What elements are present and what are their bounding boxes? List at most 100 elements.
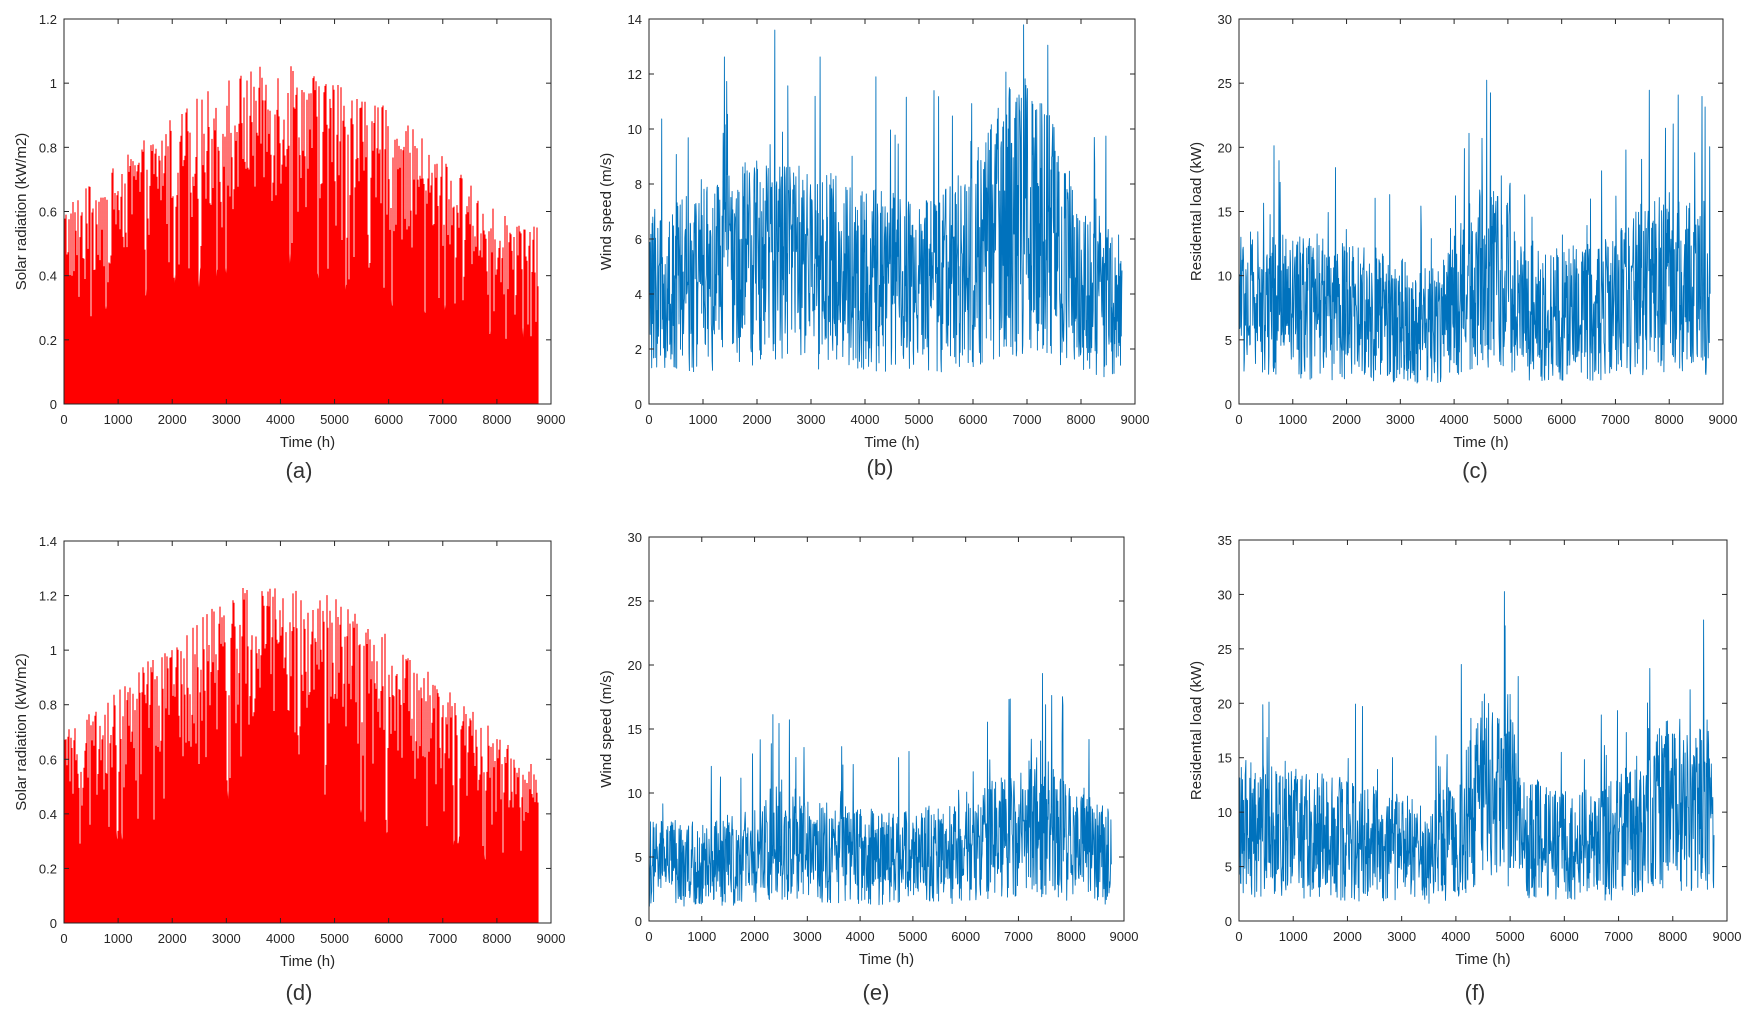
x-tick-label-e: 6000 [951,929,980,944]
y-tick-label-c: 20 [1218,140,1232,155]
y-axis-label-e: Wind speed (m/s) [598,670,615,788]
y-tick-label-f: 0 [1225,914,1232,929]
x-axis-label-d: Time (h) [280,953,335,970]
x-tick-label-f: 3000 [1387,929,1416,944]
x-tick-label-e: 8000 [1057,929,1086,944]
x-tick-label-b: 1000 [689,412,718,427]
y-axis-label-d: Solar radiation (kW/m2) [13,653,30,811]
x-tick-label-d: 6000 [374,931,403,946]
y-tick-label-d: 0 [50,916,57,931]
x-tick-label-a: 2000 [158,412,187,427]
axes-box-f [1238,539,1728,922]
x-tick-label-e: 0 [645,929,652,944]
y-axis-label-c: Residental load (kW) [1188,142,1205,281]
x-tick-label-d: 1000 [104,931,133,946]
x-tick-label-c: 5000 [1493,412,1522,427]
x-tick-label-e: 3000 [793,929,822,944]
y-tick-label-a: 0.6 [39,205,57,220]
x-tick-label-d: 7000 [428,931,457,946]
x-tick-label-c: 6000 [1547,412,1576,427]
y-tick-label-b: 6 [635,232,642,247]
series-line-f [1239,591,1715,904]
y-tick-label-a: 0 [50,397,57,412]
y-axis-label-f: Residental load (kW) [1188,661,1205,800]
y-tick-label-a: 0.4 [39,269,57,284]
x-tick-label-d: 4000 [266,931,295,946]
chart-a: 0 1000 2000 3000 4000 5000 6000 7000 8000 9000 0 0.… [13,12,565,451]
x-tick-label-d: 9000 [537,931,566,946]
caption-d: (d) [285,980,313,1005]
axes-box-b [648,18,1136,405]
x-tick-label-f: 0 [1235,929,1242,944]
y-tick-label-d: 0.4 [39,807,57,822]
y-tick-label-c: 30 [1218,12,1232,27]
x-tick-label-a: 1000 [104,412,133,427]
y-tick-label-f: 10 [1218,805,1232,820]
x-tick-label-b: 0 [645,412,652,427]
y-tick-label-f: 35 [1218,533,1232,548]
caption-c: (c) [1462,458,1488,483]
y-tick-label-f: 5 [1225,860,1232,875]
x-tick-label-c: 9000 [1709,412,1738,427]
y-tick-label-b: 8 [635,177,642,192]
y-axis-label-a: Solar radiation (kW/m2) [13,133,30,291]
x-tick-label-b: 8000 [1067,412,1096,427]
caption-a: (a) [285,458,313,483]
series-fill-a [64,250,539,404]
x-tick-label-f: 5000 [1496,929,1525,944]
y-tick-label-f: 20 [1218,696,1232,711]
chart-b: 0 1000 2000 3000 4000 5000 6000 7000 8000 9000 0 2 4… [598,12,1149,451]
y-tick-label-c: 0 [1225,397,1232,412]
x-tick-label-f: 1000 [1279,929,1308,944]
x-tick-label-c: 8000 [1655,412,1684,427]
x-tick-label-d: 3000 [212,931,241,946]
y-tick-label-f: 15 [1218,751,1232,766]
series-line-b [649,24,1123,378]
x-tick-label-c: 3000 [1386,412,1415,427]
x-tick-label-b: 6000 [959,412,988,427]
chart-f: 0 1000 2000 3000 4000 5000 6000 7000 8000 9000 0 5 1… [1188,533,1741,968]
chart-c: 0 1000 2000 3000 4000 5000 6000 7000 8000 9000 0 5 1… [1188,12,1737,451]
caption-b: (b) [866,455,894,480]
x-tick-label-d: 2000 [158,931,187,946]
y-tick-label-d: 0.8 [39,698,57,713]
x-tick-label-b: 4000 [851,412,880,427]
y-tick-label-b: 14 [628,12,642,27]
x-tick-label-a: 6000 [374,412,403,427]
x-tick-label-b: 5000 [905,412,934,427]
series-line-c [1239,79,1711,384]
x-tick-label-c: 1000 [1278,412,1307,427]
x-axis-label-e: Time (h) [859,951,914,968]
caption-f: (f) [1464,980,1486,1005]
x-tick-label-a: 5000 [320,412,349,427]
y-tick-label-f: 30 [1218,587,1232,602]
x-axis-label-a: Time (h) [280,434,335,451]
y-tick-label-d: 1 [50,643,57,658]
y-tick-label-c: 25 [1218,76,1232,91]
x-tick-label-f: 6000 [1550,929,1579,944]
y-tick-label-e: 20 [628,658,642,673]
x-tick-label-a: 3000 [212,412,241,427]
chart-e: 0 1000 2000 3000 4000 5000 6000 7000 8000 9000 0 5 1… [598,530,1138,968]
y-tick-label-c: 15 [1218,205,1232,220]
y-tick-label-e: 25 [628,594,642,609]
plot-area-d [64,588,539,923]
y-tick-label-b: 2 [635,342,642,357]
x-tick-label-f: 9000 [1713,929,1742,944]
x-tick-label-a: 9000 [537,412,566,427]
x-tick-label-f: 2000 [1333,929,1362,944]
y-tick-label-b: 0 [635,397,642,412]
x-tick-label-b: 2000 [743,412,772,427]
y-tick-label-b: 4 [635,287,642,302]
y-tick-label-a: 1 [50,76,57,91]
x-tick-label-a: 7000 [428,412,457,427]
y-tick-label-b: 12 [628,67,642,82]
x-tick-label-a: 0 [60,412,67,427]
x-tick-label-d: 0 [60,931,67,946]
x-tick-label-a: 8000 [482,412,511,427]
y-axis-label-b: Wind speed (m/s) [598,153,615,271]
x-tick-label-b: 7000 [1013,412,1042,427]
plot-area-b [649,24,1123,378]
